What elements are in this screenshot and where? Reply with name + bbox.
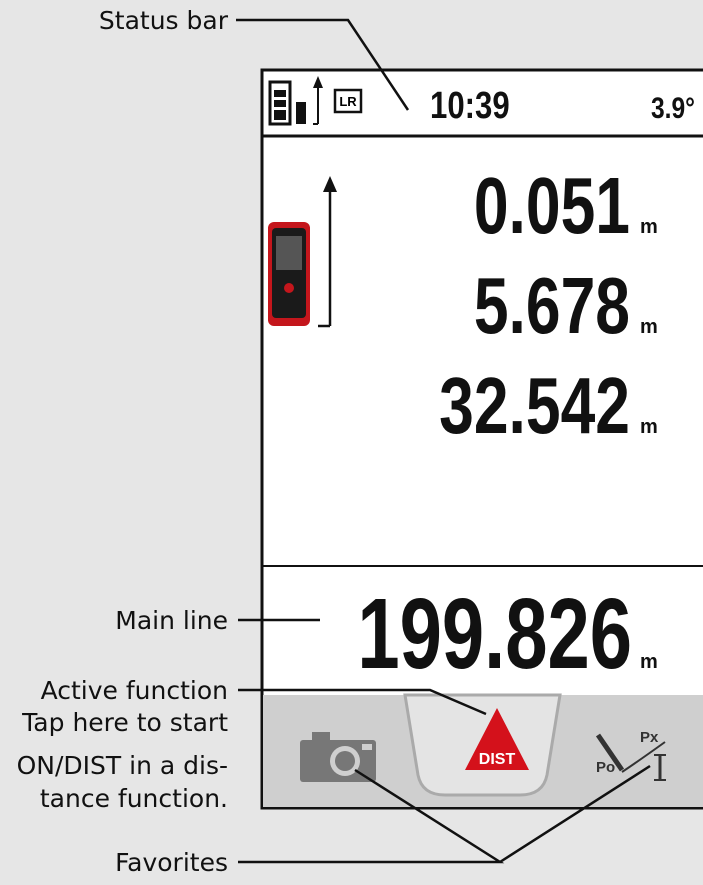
- main-unit: m: [640, 651, 658, 673]
- measurement-unit: m: [640, 316, 658, 338]
- measurement-unit: m: [640, 416, 658, 438]
- callout-label: Tap here to start: [21, 708, 228, 737]
- temperature: 3.9°: [651, 91, 695, 125]
- time: 10:39: [430, 85, 510, 127]
- favorite-label: Px: [640, 729, 659, 746]
- active-function: DIST: [479, 751, 516, 768]
- callout-label: Status bar: [99, 6, 229, 35]
- callout-label: ON/DIST in a dis-: [17, 751, 228, 780]
- measurement-value: 5.678: [474, 262, 630, 351]
- callout-label: Main line: [115, 606, 228, 635]
- measurement-value: 32.542: [439, 362, 630, 451]
- lr-indicator: LR: [339, 94, 357, 109]
- main-value: 199.826: [357, 578, 632, 689]
- callout-label: Active function: [41, 676, 228, 705]
- callout-label: Favorites: [115, 848, 228, 877]
- callout-label: tance function.: [40, 784, 228, 813]
- favorite-label: Po: [596, 759, 615, 776]
- measurement-value: 0.051: [474, 162, 630, 251]
- diagram: LR 10:39 3.9° 0.051 m 5.678 m 32.542 m 1…: [0, 0, 703, 885]
- measurement-unit: m: [640, 216, 658, 238]
